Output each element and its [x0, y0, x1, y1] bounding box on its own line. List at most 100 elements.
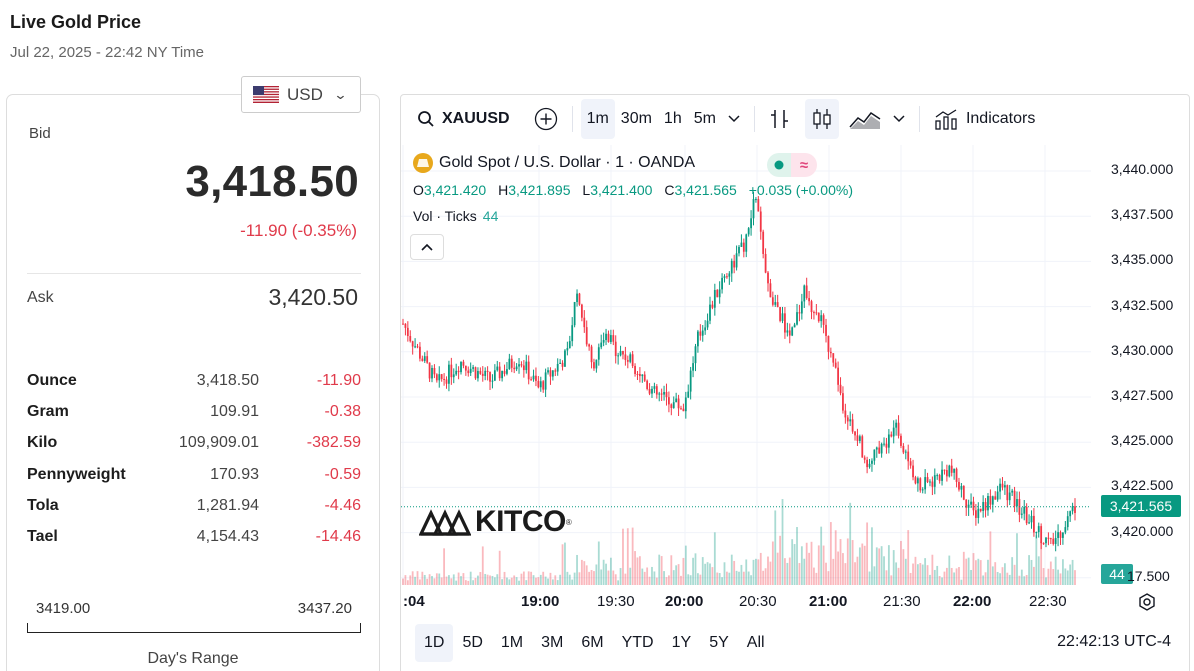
unit-price: 4,154.43 [196, 528, 259, 546]
bid-price: 3,418.50 [185, 157, 359, 206]
status-badges[interactable]: ≈ [767, 153, 817, 177]
volume-bar [1052, 569, 1055, 585]
volume-bar [745, 559, 748, 585]
symbol-label: XAUUSD [442, 110, 510, 127]
volume-bar [1028, 555, 1030, 585]
toolbar-divider [918, 106, 920, 132]
chart-clock[interactable]: 22:42:13 UTC-4 [1057, 633, 1171, 650]
currency-select[interactable]: USD ⌄ [241, 76, 361, 113]
volume-bar [576, 554, 578, 585]
candle [938, 473, 941, 484]
candle [718, 281, 721, 304]
candle [873, 449, 876, 465]
chart-type-button[interactable] [843, 99, 887, 139]
chart-type-dropdown[interactable] [887, 99, 911, 139]
candle [844, 403, 847, 424]
candle [1003, 480, 1006, 495]
unit-change: -382.59 [306, 434, 361, 452]
volume-bar [588, 571, 591, 585]
candle [684, 391, 687, 419]
candle [716, 288, 719, 298]
volume-bar [445, 576, 448, 585]
volume-bar [515, 577, 518, 585]
compare-button[interactable] [528, 99, 564, 139]
volume-bar [474, 577, 477, 585]
candle [493, 364, 496, 382]
candle [588, 343, 591, 351]
low-label: L [582, 182, 591, 198]
volume-bar [861, 543, 864, 585]
bars-style-button[interactable] [763, 99, 797, 139]
volume-bar [914, 556, 917, 585]
candle [440, 373, 443, 382]
candle [682, 403, 685, 412]
candle [506, 362, 508, 376]
candle [554, 368, 557, 377]
volume-bar [892, 550, 895, 585]
price-tick: 3,432.500 [1111, 296, 1174, 313]
time-tick: 22:00 [953, 593, 992, 610]
price-chart[interactable] [401, 145, 1190, 615]
interval-1h[interactable]: 1h [663, 110, 682, 127]
volume-bar [829, 522, 832, 585]
interval-30m[interactable]: 30m [620, 110, 652, 127]
interval-5m[interactable]: 5m [693, 110, 716, 127]
range-1d[interactable]: 1D [415, 624, 454, 662]
range-3m[interactable]: 3M [541, 634, 564, 651]
volume-bar [987, 559, 989, 585]
volume-bar [776, 552, 779, 585]
candle [897, 415, 900, 439]
volume-bar [955, 568, 958, 585]
range-1y[interactable]: 1Y [671, 634, 692, 651]
candle [709, 296, 711, 325]
volume-bar [779, 535, 781, 585]
candle [1011, 488, 1014, 496]
indicators-button[interactable]: Indicators [928, 99, 1041, 139]
candle [738, 245, 740, 257]
volume-bar [849, 502, 852, 585]
symbol-search[interactable]: XAUUSD [411, 99, 516, 139]
candle [481, 366, 484, 382]
price-tick: 3,420.000 [1111, 522, 1174, 539]
candle [559, 358, 562, 365]
candle [697, 329, 699, 353]
range-5y[interactable]: 5Y [709, 634, 729, 651]
range-1m[interactable]: 1M [500, 634, 524, 651]
volume-bar [626, 528, 629, 585]
time-tick: 20:00 [665, 593, 704, 610]
volume-bar [578, 572, 581, 585]
volume-bar [1047, 568, 1050, 585]
unit-row: Ounce 3,418.50 -11.90 [27, 365, 361, 396]
candle [672, 396, 675, 409]
candle [912, 459, 914, 481]
candles-style-button[interactable] [804, 99, 839, 139]
candle [670, 403, 673, 416]
range-5d[interactable]: 5D [462, 634, 483, 651]
unit-name: Gram [27, 402, 69, 420]
candle [402, 318, 404, 325]
range-ytd[interactable]: YTD [621, 634, 654, 651]
candle [960, 483, 963, 498]
candle [764, 248, 767, 274]
volume-bar [564, 542, 566, 585]
volume-bar [709, 563, 711, 585]
interval-dropdown[interactable] [722, 99, 746, 139]
range-all[interactable]: All [746, 634, 765, 651]
unit-row: Gram 109.91 -0.38 [27, 396, 361, 427]
volume-bar [498, 550, 501, 585]
candle [796, 303, 798, 326]
candle [479, 367, 482, 375]
volume-bar [769, 561, 772, 585]
candle [469, 362, 472, 376]
collapse-legend-button[interactable] [410, 234, 444, 260]
volume-bar [472, 580, 475, 585]
area-chart-icon [849, 107, 881, 131]
candle [433, 364, 436, 379]
range-6m[interactable]: 6M [581, 634, 604, 651]
volume-bar [839, 539, 842, 585]
candle [803, 284, 806, 309]
volume-bar [605, 563, 607, 585]
candle [428, 362, 431, 382]
interval-1m[interactable]: 1m [580, 99, 615, 139]
axis-settings-button[interactable] [1137, 592, 1157, 612]
